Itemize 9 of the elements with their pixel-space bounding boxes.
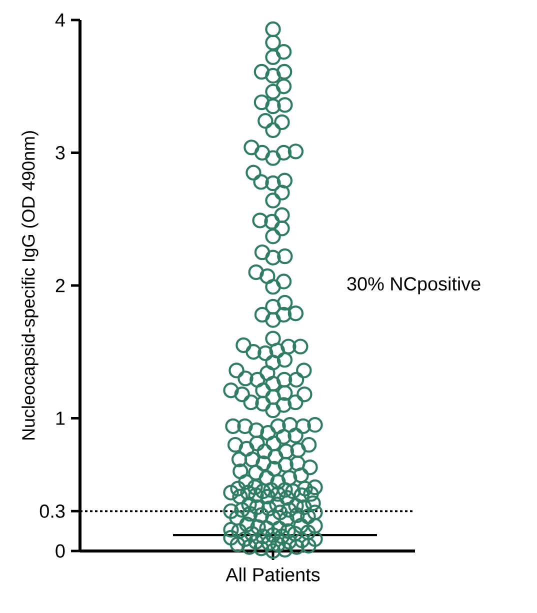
y-tick-label: 0.3 — [40, 504, 65, 518]
y-tick-label: 1 — [56, 412, 65, 425]
y-tick-label: 4 — [55, 13, 65, 27]
y-tick-label: 3 — [56, 146, 65, 160]
y-axis-title: Nucleocapsid-specific IgG (OD 490nm) — [22, 131, 38, 440]
y-tick-label: 0 — [56, 544, 65, 558]
annotation: 30% NCpositive — [347, 276, 480, 294]
x-tick-label: All Patients — [226, 568, 320, 582]
y-tick-label: 2 — [56, 278, 65, 292]
